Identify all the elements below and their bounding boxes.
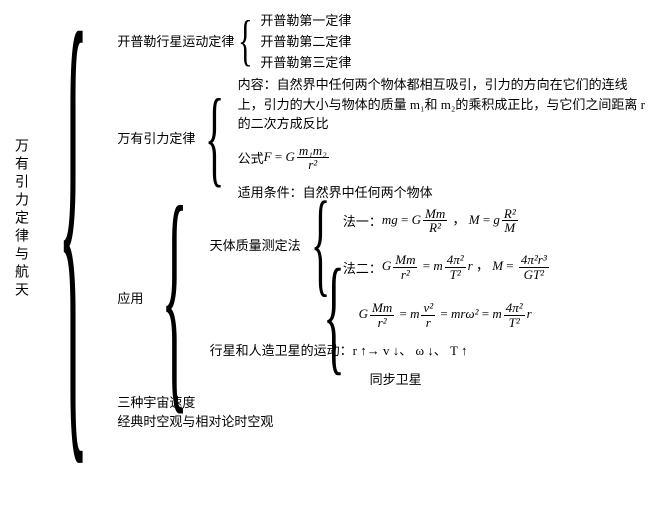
orbit-sync: 同步卫星 [370, 369, 532, 388]
m2-eq1: = [419, 258, 433, 273]
sym-eq: = [272, 149, 286, 164]
m2-frac1: Mmr² [393, 253, 417, 281]
m2-f3d: GT² [522, 268, 547, 282]
o-r: r [527, 306, 532, 321]
mass-methods: 法一： mg = GMmR² ， M = gR²M 法二： GMmr² = m4… [343, 207, 551, 282]
o-eq1: = [396, 306, 410, 321]
kepler-label: 开普勒行星运动定律 [117, 31, 234, 50]
o-f2n: v² [421, 301, 435, 316]
m1-frac1: MmR² [423, 207, 447, 235]
frac-m1m2-r2: m₁m₂r² [297, 144, 329, 172]
o-eq3: = [479, 306, 493, 321]
orbit-body: { GMmr² = mv²r = mrω² = m4π²T²r 行星和人造卫星的… [210, 301, 532, 387]
kepler-law2: 开普勒第二定律 [260, 31, 351, 50]
m1-eq1: = [398, 212, 412, 227]
m2-frac3: 4π²r³GT² [519, 253, 549, 281]
o-f3n: 4π² [504, 301, 525, 316]
o-f2d: r [424, 316, 433, 330]
m2-f1n: Mm [393, 253, 417, 268]
m2-math: GMmr² = m4π²T²r ， M = 4π²r³GT² [382, 253, 551, 281]
o-f1n: Mm [370, 301, 394, 316]
o-m2: m [492, 306, 501, 321]
mass-method1: 法一： mg = GMmR² ， M = gR²M [343, 207, 551, 235]
m2-frac2: 4π²T² [445, 253, 466, 281]
orbit-rel: r ↑→ v ↓、 ω ↓、 T ↑ [353, 340, 468, 359]
sym-F: F [264, 149, 272, 164]
m1-f1n: Mm [423, 207, 447, 222]
o-mrw: mrω² [451, 306, 479, 321]
orbit-top: { GMmr² = mv²r = mrω² = m4π²T²r [210, 301, 532, 329]
m1-f2n: R² [502, 207, 518, 222]
frac-num: m₁m₂ [297, 144, 329, 159]
o-f1d: r² [376, 316, 389, 330]
m1-mg: mg [382, 212, 398, 227]
root-title: 万有引力定律与航天 [8, 138, 32, 300]
gravity-content-label: 内容： [238, 77, 277, 92]
kepler-law3: 开普勒第三定律 [260, 52, 351, 71]
m1-G: G [412, 212, 421, 227]
o-frac1: Mmr² [370, 301, 394, 329]
apps-body: 天体质量测定法 { 法一： mg = GMmR² ， M = gR²M 法二： [210, 205, 551, 390]
m2-f2n: 4π² [445, 253, 466, 268]
kepler-section: 开普勒行星运动定律 { 开普勒第一定律 开普勒第二定律 开普勒第三定律 [117, 10, 651, 71]
m1-label: 法一： [343, 211, 382, 230]
gravity-formula-math: F = Gm₁m₂r² [264, 144, 331, 172]
gravity-label: 万有引力定律 [117, 128, 195, 147]
m2-M: M [492, 258, 503, 273]
m1-f1d: R² [427, 221, 443, 235]
kepler-laws: 开普勒第一定律 开普勒第二定律 开普勒第三定律 [260, 10, 351, 71]
gravity-formula: 公式 F = Gm₁m₂r² [238, 144, 651, 172]
m2-f1d: r² [399, 268, 412, 282]
gravity-body: 内容：自然界中任何两个物体都相互吸引，引力的方向在它们的连线上，引力的大小与物体… [238, 75, 651, 201]
m2-G: G [382, 258, 391, 273]
orbit-eq: GMmr² = mv²r = mrω² = m4π²T²r [359, 301, 532, 329]
m1-comma: ， [449, 212, 469, 227]
level1: 开普勒行星运动定律 { 开普勒第一定律 开普勒第二定律 开普勒第三定律 万有引力… [117, 8, 651, 430]
m2-comma: ， [473, 258, 493, 273]
o-m1: m [410, 306, 419, 321]
orbit-section: { GMmr² = mv²r = mrω² = m4π²T²r 行星和人造卫星的… [210, 301, 551, 387]
apps-section: 应用 { 天体质量测定法 { 法一： mg = GMmR² ， M = gR²M [117, 205, 651, 390]
orbit-label-row: 行星和人造卫星的运动： r ↑→ v ↓、 ω ↓、 T ↑ [210, 340, 532, 359]
mass-label: 天体质量测定法 [210, 235, 301, 254]
o-eq2: = [437, 306, 451, 321]
o-frac3: 4π²T² [504, 301, 525, 329]
m2-eq2: = [503, 258, 517, 273]
sym-G: G [285, 149, 294, 164]
m1-g: g [493, 212, 500, 227]
m2-f2d: T² [448, 268, 463, 282]
cosmic-speeds: 三种宇宙速度 [117, 392, 651, 411]
gravity-condition: 适用条件：自然界中任何两个物体 [238, 182, 651, 201]
mass-section: 天体质量测定法 { 法一： mg = GMmR² ， M = gR²M 法二： [210, 207, 551, 282]
apps-label: 应用 [117, 288, 143, 307]
gravity-formula-label: 公式 [238, 148, 264, 167]
spacetime-views: 经典时空观与相对论时空观 [117, 411, 651, 430]
m1-eq2: = [480, 212, 494, 227]
mass-method2: 法二： GMmr² = m4π²T²r ， M = 4π²r³GT² [343, 253, 551, 281]
frac-den: r² [306, 158, 319, 172]
m2-label: 法二： [343, 258, 382, 277]
m2-m: m [433, 258, 442, 273]
gravity-section: 万有引力定律 { 内容：自然界中任何两个物体都相互吸引，引力的方向在它们的连线上… [117, 75, 651, 201]
o-G: G [359, 306, 368, 321]
m1-frac2: R²M [502, 207, 518, 235]
gravity-content: 内容：自然界中任何两个物体都相互吸引，引力的方向在它们的连线上，引力的大小与物体… [238, 75, 651, 134]
diagram-root: 万有引力定律与航天 { 开普勒行星运动定律 { 开普勒第一定律 开普勒第二定律 … [8, 8, 651, 430]
m2-f3n: 4π²r³ [519, 253, 549, 268]
gravity-content-text: 自然界中任何两个物体都相互吸引，引力的方向在它们的连线上，引力的大小与物体的质量… [238, 77, 645, 131]
m1-f2d: M [502, 221, 517, 235]
o-frac2: v²r [421, 301, 435, 329]
kepler-law1: 开普勒第一定律 [260, 10, 351, 29]
o-f3d: T² [507, 316, 522, 330]
m1-M: M [469, 212, 480, 227]
orbit-eqs: GMmr² = mv²r = mrω² = m4π²T²r [359, 301, 532, 329]
m1-math: mg = GMmR² ， M = gR²M [382, 207, 520, 235]
